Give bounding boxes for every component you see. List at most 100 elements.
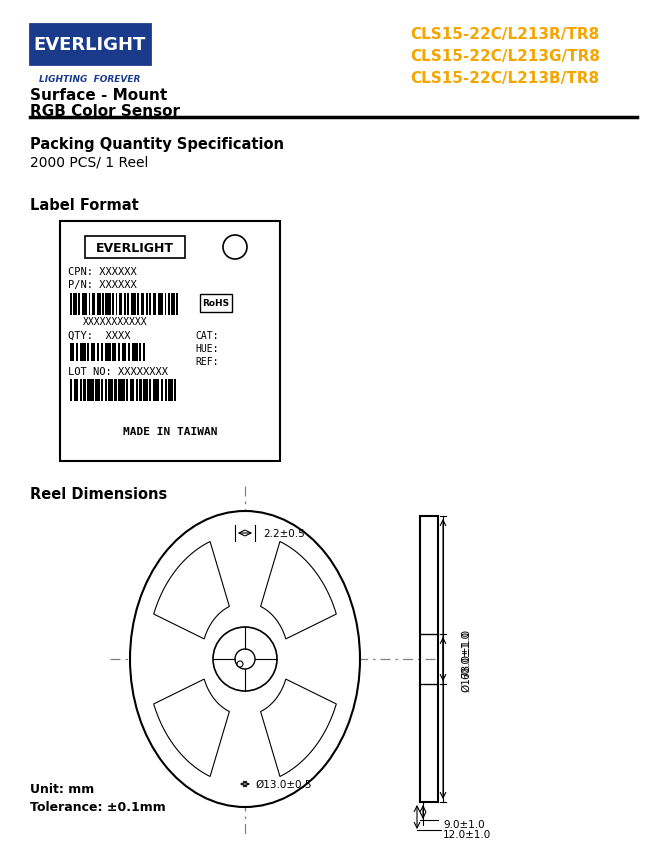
Text: Tolerance: ±0.1mm: Tolerance: ±0.1mm <box>30 801 166 814</box>
Polygon shape <box>261 542 336 639</box>
Bar <box>135 380 138 402</box>
Bar <box>76 344 78 361</box>
Bar <box>89 294 91 316</box>
Bar <box>131 294 136 316</box>
Text: Packing Quantity Specification: Packing Quantity Specification <box>30 138 284 152</box>
Bar <box>143 344 145 361</box>
Ellipse shape <box>130 511 360 807</box>
Bar <box>79 344 85 361</box>
Text: QTY:  XXXX: QTY: XXXX <box>68 331 131 341</box>
Bar <box>165 294 166 316</box>
Bar <box>118 380 125 402</box>
Bar <box>146 294 147 316</box>
Circle shape <box>213 627 277 691</box>
Bar <box>157 294 163 316</box>
Bar <box>176 294 178 316</box>
Text: 2.2±0.5: 2.2±0.5 <box>263 528 305 538</box>
Text: HUE:: HUE: <box>195 344 219 354</box>
Text: CPN: XXXXXX: CPN: XXXXXX <box>68 267 137 277</box>
Polygon shape <box>261 679 336 776</box>
Bar <box>112 294 114 316</box>
Bar <box>139 380 141 402</box>
Text: REF:: REF: <box>195 356 219 366</box>
Bar <box>126 380 128 402</box>
Bar <box>83 380 85 402</box>
Bar <box>73 380 78 402</box>
Text: CLS15-22C/L213B/TR8: CLS15-22C/L213B/TR8 <box>410 72 599 86</box>
Text: XXXXXXXXXXX: XXXXXXXXXXX <box>83 316 147 327</box>
FancyBboxPatch shape <box>60 222 280 462</box>
Text: MADE IN TAIWAN: MADE IN TAIWAN <box>123 426 217 436</box>
Bar <box>130 380 134 402</box>
Bar <box>161 380 163 402</box>
Bar <box>73 294 77 316</box>
Bar <box>109 380 113 402</box>
Bar <box>97 294 101 316</box>
FancyBboxPatch shape <box>30 25 150 65</box>
Bar <box>153 294 156 316</box>
Bar <box>141 294 144 316</box>
Text: 12.0±1.0: 12.0±1.0 <box>443 829 492 839</box>
Bar <box>168 380 173 402</box>
Bar <box>139 344 141 361</box>
Bar <box>70 344 74 361</box>
Bar <box>79 380 82 402</box>
Text: CLS15-22C/L213R/TR8: CLS15-22C/L213R/TR8 <box>410 28 599 42</box>
Bar <box>165 380 167 402</box>
Bar <box>137 294 139 316</box>
Text: EVERLIGHT: EVERLIGHT <box>34 36 146 54</box>
Text: 60.0±1.0: 60.0±1.0 <box>461 630 471 679</box>
Text: CLS15-22C/L213G/TR8: CLS15-22C/L213G/TR8 <box>410 50 600 64</box>
Bar <box>128 344 130 361</box>
Bar <box>97 344 99 361</box>
Circle shape <box>223 235 247 260</box>
Text: Surface - Mount: Surface - Mount <box>30 88 167 102</box>
Bar <box>95 380 99 402</box>
Text: Reel Dimensions: Reel Dimensions <box>30 487 167 502</box>
Bar <box>119 294 123 316</box>
Text: P/N: XXXXXX: P/N: XXXXXX <box>68 279 137 289</box>
Bar <box>153 380 159 402</box>
Circle shape <box>235 649 255 669</box>
Text: 2000 PCS/ 1 Reel: 2000 PCS/ 1 Reel <box>30 156 148 170</box>
Bar <box>115 294 117 316</box>
Text: LOT NO: XXXXXXXX: LOT NO: XXXXXXXX <box>68 366 168 376</box>
Text: 9.0±1.0: 9.0±1.0 <box>443 819 485 829</box>
FancyBboxPatch shape <box>200 295 232 312</box>
Bar <box>168 294 169 316</box>
Bar <box>114 380 117 402</box>
Bar <box>149 380 151 402</box>
Polygon shape <box>153 679 229 776</box>
Bar <box>87 344 89 361</box>
Text: Ø178.0±1.0: Ø178.0±1.0 <box>461 628 471 690</box>
Bar <box>101 344 103 361</box>
Bar <box>122 344 126 361</box>
Bar <box>105 344 111 361</box>
Bar <box>102 294 104 316</box>
Bar <box>101 380 103 402</box>
Text: CAT:: CAT: <box>195 331 219 341</box>
Bar <box>70 380 72 402</box>
Text: Unit: mm: Unit: mm <box>30 782 94 796</box>
Text: Ø13.0±0.5: Ø13.0±0.5 <box>255 779 311 789</box>
Bar <box>79 294 80 316</box>
Text: EVERLIGHT: EVERLIGHT <box>96 241 174 254</box>
Circle shape <box>237 661 243 668</box>
Polygon shape <box>153 542 229 639</box>
Bar <box>105 380 107 402</box>
Bar <box>105 294 111 316</box>
Bar <box>143 380 147 402</box>
Bar <box>149 294 151 316</box>
Bar <box>171 294 175 316</box>
Bar <box>81 294 87 316</box>
FancyBboxPatch shape <box>85 236 185 259</box>
Bar <box>174 380 176 402</box>
Bar <box>118 344 120 361</box>
Bar <box>124 294 126 316</box>
Bar <box>127 294 129 316</box>
Text: RGB Color Sensor: RGB Color Sensor <box>30 103 180 118</box>
Text: Label Format: Label Format <box>30 197 139 212</box>
Bar <box>113 344 117 361</box>
Text: LIGHTING  FOREVER: LIGHTING FOREVER <box>39 74 141 84</box>
Text: RoHS: RoHS <box>203 299 229 308</box>
